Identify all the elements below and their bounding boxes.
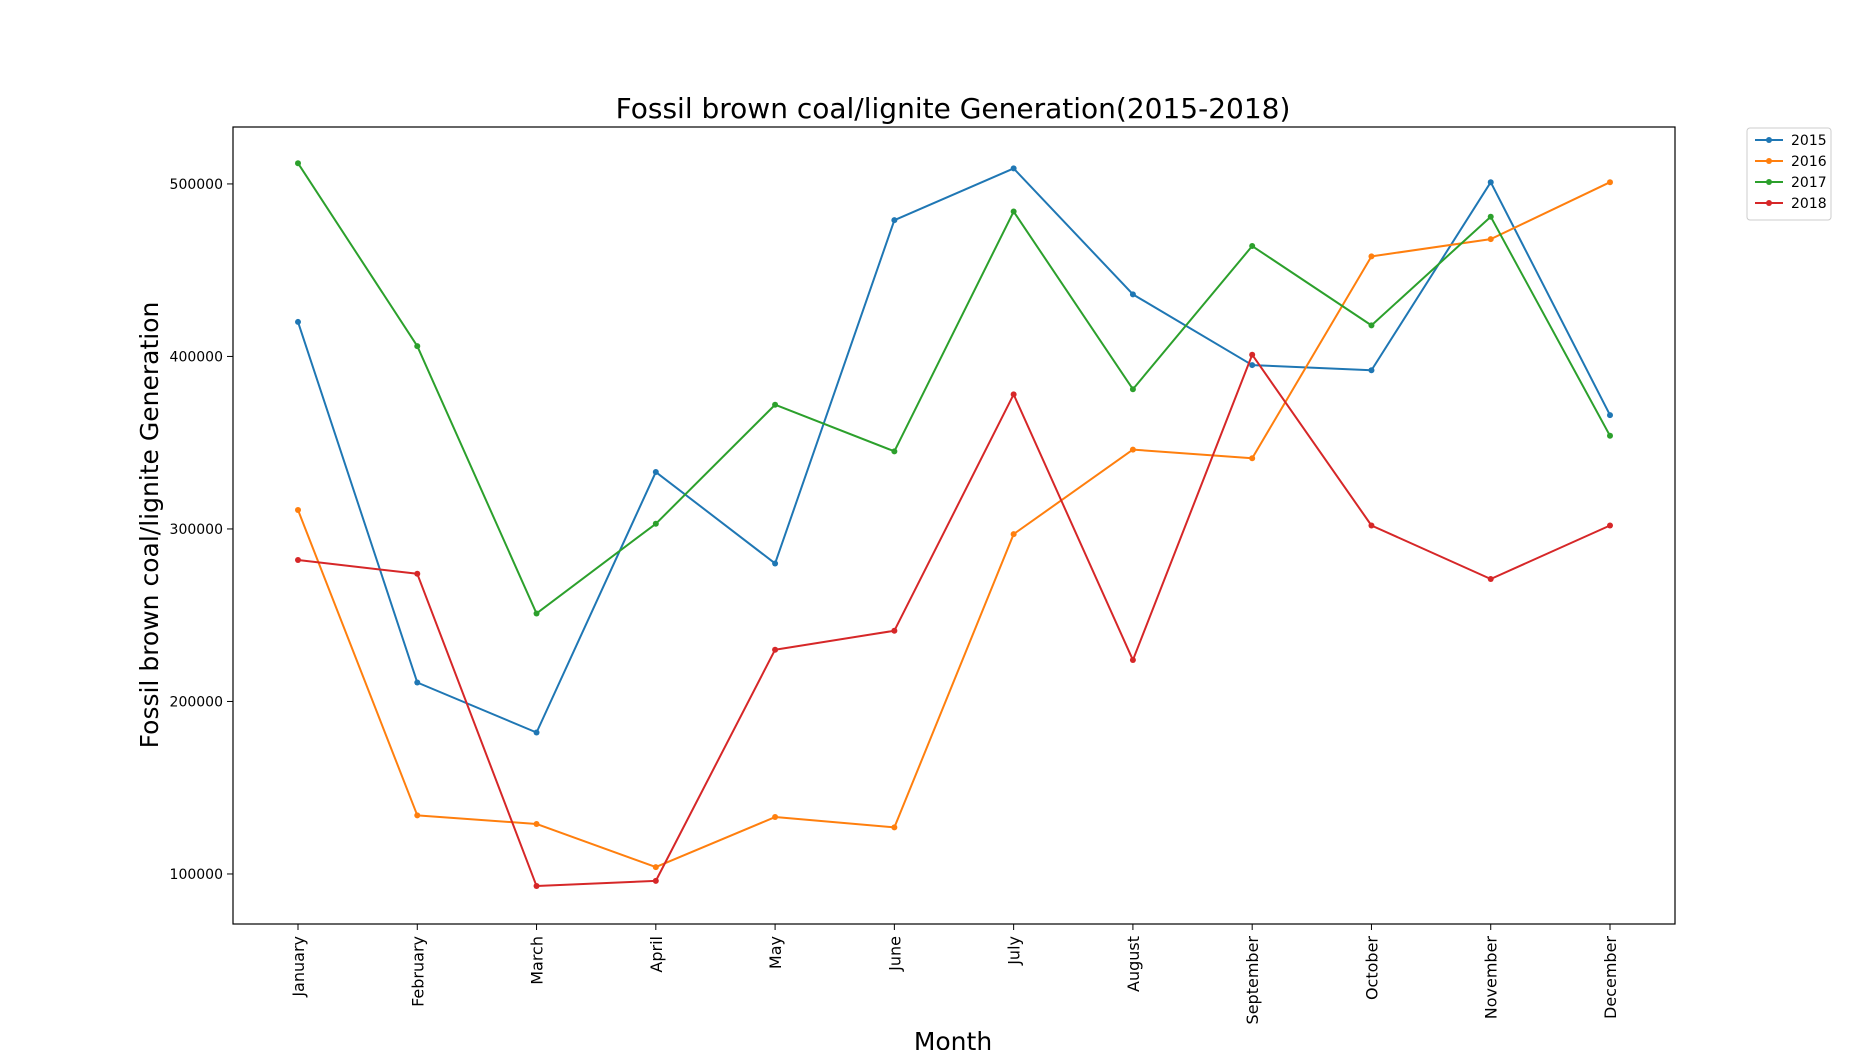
legend-item: 2016 xyxy=(1755,154,1827,170)
legend: 2015 2016 2017 2018 xyxy=(1746,127,1832,221)
legend-item: 2017 xyxy=(1755,175,1827,191)
x-axis-label: Month xyxy=(914,1027,992,1050)
data-point xyxy=(1607,522,1613,529)
data-point xyxy=(652,520,659,527)
data-point xyxy=(295,318,301,325)
data-point xyxy=(533,820,540,827)
series-2018 xyxy=(295,351,1613,890)
y-tick-label: 400000 xyxy=(170,349,223,365)
legend-label: 2017 xyxy=(1791,175,1827,191)
x-tick-label: January xyxy=(289,936,308,998)
legend-marker xyxy=(1766,158,1772,164)
x-tick-label: August xyxy=(1124,936,1143,992)
chart-title: Fossil brown coal/lignite Generation(201… xyxy=(616,92,1291,125)
data-point xyxy=(772,814,779,821)
data-point xyxy=(1010,165,1017,172)
data-point xyxy=(1368,322,1375,329)
data-point xyxy=(652,469,659,476)
y-tick-label: 200000 xyxy=(170,694,223,710)
y-tick-label: 100000 xyxy=(170,867,223,883)
series-2016 xyxy=(295,179,1613,871)
data-point xyxy=(1368,522,1375,529)
x-tick-label: December xyxy=(1601,936,1620,1019)
data-point xyxy=(414,343,421,350)
x-tick-label: April xyxy=(647,936,666,973)
x-tick-label: June xyxy=(885,936,904,972)
data-point xyxy=(1249,362,1256,369)
data-point xyxy=(652,877,659,884)
data-point xyxy=(1487,575,1494,582)
data-point xyxy=(1129,446,1136,453)
series-2017 xyxy=(295,160,1613,617)
x-tick-label: May xyxy=(766,936,785,969)
data-point xyxy=(1010,208,1017,215)
data-point xyxy=(1607,179,1613,186)
data-point xyxy=(1249,455,1256,462)
data-point xyxy=(533,729,540,736)
plot-area-frame xyxy=(232,126,1676,925)
data-point xyxy=(414,679,421,686)
data-point xyxy=(1010,531,1017,538)
data-point xyxy=(1249,351,1256,358)
legend-box xyxy=(1746,127,1832,221)
data-point xyxy=(414,570,421,577)
x-tick-label: November xyxy=(1482,936,1501,1020)
x-tick-label: February xyxy=(408,936,427,1007)
series-line xyxy=(297,353,1611,888)
data-point xyxy=(1607,412,1613,419)
data-point xyxy=(1129,386,1136,393)
data-point xyxy=(772,401,779,408)
data-point xyxy=(891,627,898,634)
legend-label: 2016 xyxy=(1791,154,1827,170)
data-point xyxy=(891,448,898,455)
data-point xyxy=(1487,236,1494,243)
data-point xyxy=(1129,291,1136,298)
data-point xyxy=(533,883,540,890)
data-point xyxy=(1487,179,1494,186)
data-point xyxy=(891,824,898,831)
y-axis: 100000 200000 300000 400000 500000 xyxy=(170,177,233,883)
data-point xyxy=(1368,253,1375,260)
series-line xyxy=(297,167,1611,734)
data-point xyxy=(1368,367,1375,374)
x-tick-label: September xyxy=(1243,936,1262,1025)
data-point xyxy=(295,160,301,167)
legend-item: 2018 xyxy=(1755,196,1827,212)
data-point xyxy=(295,557,301,564)
x-tick-label: October xyxy=(1362,936,1381,1000)
data-point xyxy=(772,646,779,653)
series-2015 xyxy=(295,165,1613,736)
legend-marker xyxy=(1766,200,1772,206)
y-tick-label: 500000 xyxy=(170,177,223,193)
y-axis-label: Fossil brown coal/lignite Generation xyxy=(135,302,164,749)
legend-item: 2015 xyxy=(1755,133,1827,149)
data-point xyxy=(652,864,659,871)
data-point xyxy=(891,217,898,224)
legend-label: 2018 xyxy=(1791,196,1827,212)
legend-marker xyxy=(1766,137,1772,143)
data-point xyxy=(1487,213,1494,220)
series-layer xyxy=(295,160,1613,890)
data-point xyxy=(1010,391,1017,398)
data-point xyxy=(533,610,540,617)
data-point xyxy=(1249,243,1256,250)
data-point xyxy=(1129,657,1136,664)
x-axis: January February March April May June July Augu… xyxy=(289,924,1620,1024)
data-point xyxy=(772,560,779,567)
data-point xyxy=(295,506,301,513)
x-tick-label: March xyxy=(528,936,547,985)
series-line xyxy=(297,162,1611,615)
data-point xyxy=(1607,432,1613,439)
x-tick-label: July xyxy=(1005,936,1024,966)
series-line xyxy=(297,181,1611,869)
data-point xyxy=(414,812,421,819)
legend-marker xyxy=(1766,179,1772,185)
legend-label: 2015 xyxy=(1791,133,1827,149)
y-tick-label: 300000 xyxy=(170,522,223,538)
